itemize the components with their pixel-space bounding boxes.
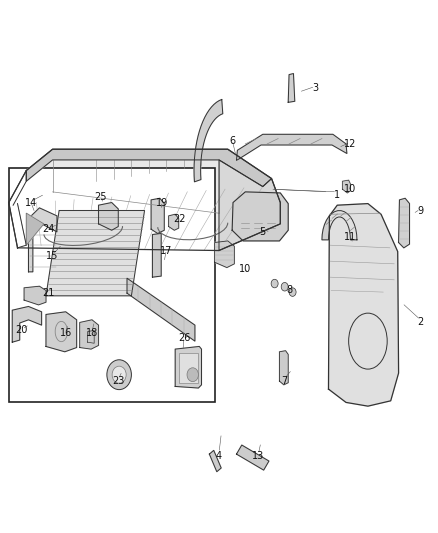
- Polygon shape: [28, 208, 57, 272]
- Polygon shape: [26, 213, 44, 245]
- Polygon shape: [328, 204, 399, 406]
- Polygon shape: [288, 74, 295, 102]
- Polygon shape: [152, 233, 161, 277]
- Polygon shape: [151, 198, 164, 233]
- Text: 12: 12: [344, 139, 357, 149]
- Text: 21: 21: [42, 288, 54, 298]
- Polygon shape: [18, 160, 280, 251]
- Polygon shape: [343, 180, 350, 193]
- Polygon shape: [194, 100, 223, 182]
- Polygon shape: [322, 211, 357, 240]
- Polygon shape: [26, 149, 272, 187]
- Text: 2: 2: [417, 318, 424, 327]
- Circle shape: [107, 360, 131, 390]
- Text: 19: 19: [156, 198, 168, 207]
- Text: 14: 14: [25, 198, 37, 207]
- Text: 8: 8: [286, 286, 292, 295]
- Text: 11: 11: [344, 232, 357, 242]
- Polygon shape: [175, 346, 201, 388]
- Polygon shape: [46, 211, 145, 296]
- Polygon shape: [80, 320, 99, 349]
- Polygon shape: [237, 134, 347, 160]
- Text: 20: 20: [16, 326, 28, 335]
- Text: 24: 24: [42, 224, 54, 234]
- Polygon shape: [24, 286, 46, 305]
- Text: 13: 13: [252, 451, 265, 461]
- Polygon shape: [232, 192, 288, 241]
- Polygon shape: [399, 198, 410, 248]
- Text: 18: 18: [86, 328, 98, 338]
- Polygon shape: [12, 306, 42, 342]
- Text: 10: 10: [344, 184, 357, 194]
- Text: 16: 16: [60, 328, 72, 338]
- Text: 7: 7: [282, 376, 288, 386]
- Bar: [179, 353, 198, 383]
- Polygon shape: [99, 203, 118, 230]
- Text: 1: 1: [334, 190, 340, 199]
- Polygon shape: [237, 445, 269, 470]
- Text: 25: 25: [95, 192, 107, 202]
- Circle shape: [289, 288, 296, 296]
- Text: 22: 22: [173, 214, 186, 223]
- Polygon shape: [209, 450, 221, 472]
- Text: 9: 9: [417, 206, 424, 215]
- Text: 17: 17: [160, 246, 173, 255]
- Circle shape: [281, 282, 288, 291]
- Circle shape: [187, 368, 198, 382]
- Bar: [9, 168, 215, 402]
- Text: 10: 10: [239, 264, 251, 274]
- Text: 3: 3: [312, 83, 318, 93]
- Text: 15: 15: [46, 251, 59, 261]
- Polygon shape: [9, 203, 26, 248]
- Polygon shape: [169, 214, 179, 230]
- Polygon shape: [279, 351, 288, 385]
- Text: 26: 26: [178, 334, 190, 343]
- Polygon shape: [9, 171, 26, 205]
- Text: 5: 5: [260, 227, 266, 237]
- Polygon shape: [46, 312, 77, 352]
- Circle shape: [271, 279, 278, 288]
- Text: 23: 23: [112, 376, 124, 386]
- Polygon shape: [219, 160, 280, 251]
- Polygon shape: [215, 241, 234, 268]
- Text: 6: 6: [229, 136, 235, 146]
- Text: 4: 4: [216, 451, 222, 461]
- Polygon shape: [88, 330, 94, 343]
- Polygon shape: [127, 278, 195, 341]
- Circle shape: [112, 366, 126, 383]
